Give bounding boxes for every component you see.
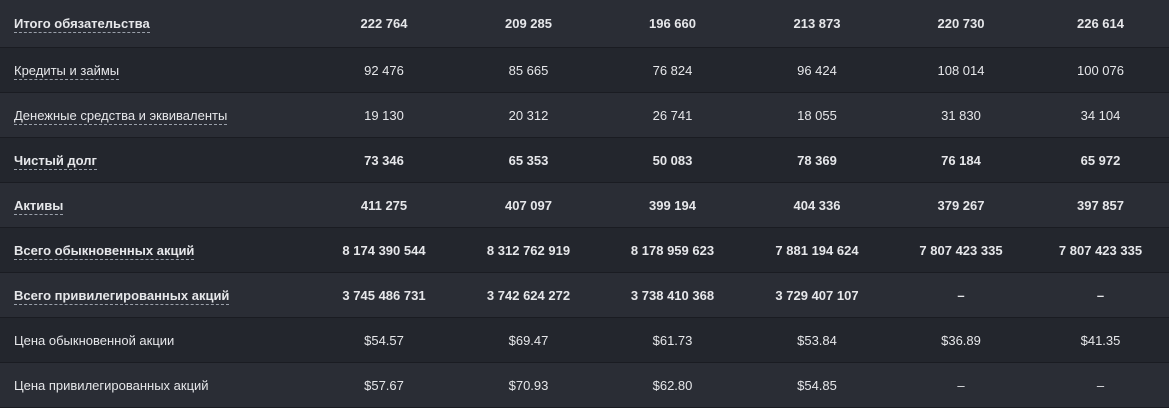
table-cell: 404 336 — [793, 197, 841, 213]
row-label-text[interactable]: Активы — [14, 197, 64, 215]
row-label: Цена привилегированных акций — [0, 378, 312, 393]
table-cell: 7 881 194 624 — [775, 242, 859, 258]
table-cell: 96 424 — [797, 62, 837, 78]
table-row-loans: Кредиты и займы 92 476 85 665 76 824 96 … — [0, 48, 1169, 93]
table-cell: 3 742 624 272 — [486, 287, 571, 303]
table-cell: 85 665 — [508, 62, 549, 78]
row-label-text: Цена обыкновенной акции — [14, 332, 175, 348]
row-label-text[interactable]: Итого обязательства — [14, 16, 150, 33]
table-cell: 407 097 — [505, 197, 552, 213]
row-label-text[interactable]: Всего обыкновенных акций — [14, 242, 195, 260]
table-cell: 26 741 — [652, 107, 693, 123]
table-cell: 7 807 423 335 — [919, 242, 1003, 258]
table-cell: – — [957, 287, 965, 303]
row-label[interactable]: Всего обыкновенных акций — [0, 242, 312, 260]
table-cell: $69.47 — [508, 332, 549, 348]
table-cell: 220 730 — [937, 16, 985, 31]
table-cell: 100 076 — [1077, 62, 1124, 78]
table-row-preferred-price: Цена привилегированных акций $57.67 $70.… — [0, 363, 1169, 408]
table-cell: 65 972 — [1080, 152, 1121, 168]
table-row-cash: Денежные средства и эквиваленты 19 130 2… — [0, 93, 1169, 138]
table-cell: 213 873 — [793, 16, 841, 31]
row-label-text[interactable]: Всего привилегированных акций — [14, 287, 230, 305]
row-label[interactable]: Денежные средства и эквиваленты — [0, 107, 312, 125]
table-cell: 3 745 486 731 — [342, 287, 426, 303]
table-cell: 50 083 — [652, 152, 693, 168]
table-cell: 7 807 423 335 — [1058, 242, 1143, 258]
table-cell: 78 369 — [797, 152, 837, 168]
row-label[interactable]: Активы — [0, 197, 312, 215]
table-row-net-debt: Чистый долг 73 346 65 353 50 083 78 369 … — [0, 138, 1169, 183]
table-cell: 397 857 — [1077, 197, 1124, 213]
row-label[interactable]: Чистый долг — [0, 152, 312, 170]
row-label-text[interactable]: Денежные средства и эквиваленты — [14, 107, 228, 125]
table-cell: 8 178 959 623 — [630, 242, 715, 258]
table-cell: 65 353 — [508, 152, 549, 168]
table-cell: 76 824 — [652, 62, 693, 78]
table-cell: – — [1096, 287, 1105, 303]
table-cell: 108 014 — [937, 62, 985, 78]
table-row-preferred-shares: Всего привилегированных акций 3 745 486 … — [0, 273, 1169, 318]
table-cell: – — [1096, 377, 1105, 393]
table-cell: $41.35 — [1080, 332, 1121, 348]
row-label[interactable]: Кредиты и займы — [0, 62, 312, 80]
table-cell: 3 738 410 368 — [630, 287, 715, 303]
table-cell: – — [957, 377, 965, 393]
table-cell: 18 055 — [797, 107, 837, 123]
table-cell: 8 174 390 544 — [342, 242, 426, 258]
table-cell: $62.80 — [652, 377, 693, 393]
table-cell: 379 267 — [937, 197, 985, 213]
table-cell: 209 285 — [505, 16, 552, 31]
table-cell: 8 312 762 919 — [486, 242, 571, 258]
table-cell: 73 346 — [364, 152, 404, 168]
table-cell: $54.85 — [797, 377, 837, 393]
table-cell: 92 476 — [364, 62, 404, 78]
row-label-text[interactable]: Кредиты и займы — [14, 62, 120, 80]
row-label-text[interactable]: Чистый долг — [14, 152, 97, 170]
table-cell: 31 830 — [941, 107, 981, 123]
table-cell: 34 104 — [1080, 107, 1121, 123]
table-row-common-price: Цена обыкновенной акции $54.57 $69.47 $6… — [0, 318, 1169, 363]
table-cell: 399 194 — [649, 197, 696, 213]
table-row-common-shares: Всего обыкновенных акций 8 174 390 544 8… — [0, 228, 1169, 273]
table-cell: 20 312 — [508, 107, 549, 123]
table-cell: $61.73 — [652, 332, 693, 348]
table-cell: 3 729 407 107 — [775, 287, 859, 303]
table-cell: $70.93 — [508, 377, 549, 393]
table-cell: $54.57 — [364, 332, 404, 348]
table-cell: $57.67 — [364, 377, 404, 393]
row-label[interactable]: Итого обязательства — [0, 16, 312, 33]
row-label[interactable]: Всего привилегированных акций — [0, 287, 312, 305]
row-label: Цена обыкновенной акции — [0, 333, 312, 348]
table-cell: 19 130 — [364, 107, 404, 123]
table-row-assets: Активы 411 275 407 097 399 194 404 336 3… — [0, 183, 1169, 228]
row-label-text: Цена привилегированных акций — [14, 377, 209, 393]
table-cell: 222 764 — [360, 16, 408, 31]
table-cell: 76 184 — [941, 152, 981, 168]
table-cell: 226 614 — [1077, 16, 1124, 31]
table-cell: 196 660 — [649, 16, 696, 31]
table-cell: $36.89 — [941, 332, 981, 348]
table-row-total-liabilities: Итого обязательства 222 764 209 285 196 … — [0, 0, 1169, 48]
table-cell: $53.84 — [797, 332, 837, 348]
table-cell: 411 275 — [360, 197, 408, 213]
